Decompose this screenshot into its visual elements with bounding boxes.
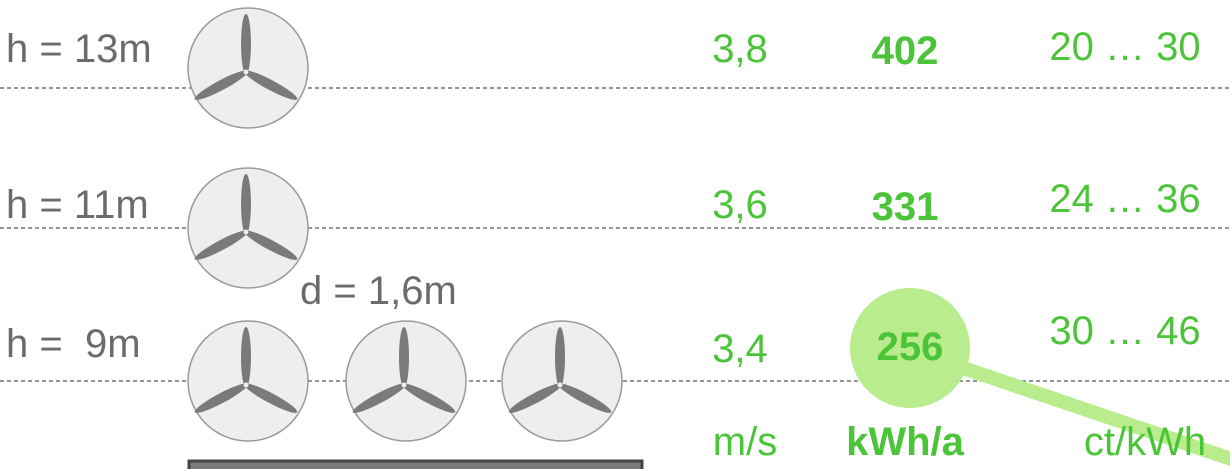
height-label: h = 9m [6, 322, 141, 366]
height-label: h = 11m [6, 183, 149, 227]
wind-speed: 3,4 [712, 327, 768, 371]
highlight-circle [850, 288, 970, 408]
roof [187, 459, 644, 469]
wind-speed: 3,6 [712, 183, 768, 227]
cost-range: 30 … 46 [1049, 309, 1200, 353]
turbine [187, 7, 309, 129]
wind-speed: 3,8 [712, 27, 768, 71]
unit-label: kWh/a [846, 420, 965, 464]
diameter-label: d = 1,6m [300, 269, 457, 313]
height-label: h = 13m [6, 27, 152, 71]
cost-range: 24 … 36 [1049, 177, 1200, 221]
unit-label: ct/kWh [1084, 420, 1206, 464]
cost-range: 20 … 30 [1049, 25, 1200, 69]
turbine [187, 167, 309, 289]
annual-energy: 402 [872, 29, 939, 73]
unit-label: m/s [713, 420, 777, 464]
turbine [187, 320, 309, 442]
annual-energy: 256 [877, 325, 944, 369]
turbine [501, 320, 623, 442]
annual-energy: 331 [872, 185, 939, 229]
turbine [345, 320, 467, 442]
